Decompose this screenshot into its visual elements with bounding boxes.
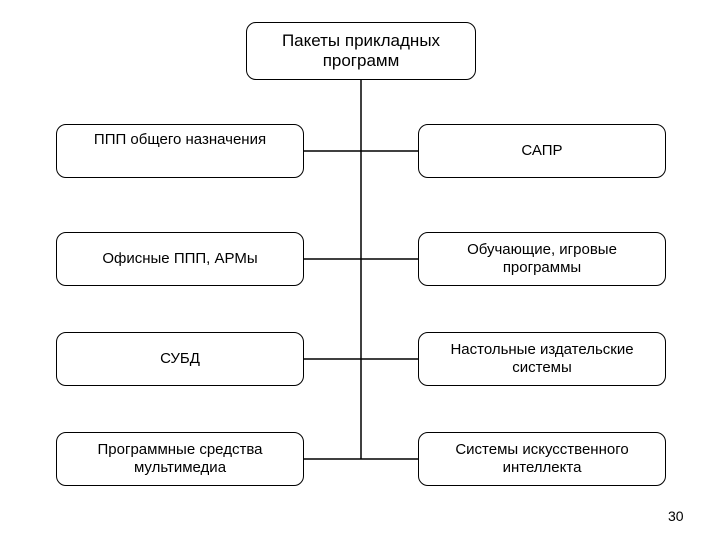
- child-node-right-0: САПР: [418, 124, 666, 178]
- child-node-left-3: Программные средства мультимедиа: [56, 432, 304, 486]
- root-node: Пакеты прикладных программ: [246, 22, 476, 80]
- child-node-left-2: СУБД: [56, 332, 304, 386]
- child-node-right-1: Обучающие, игровые программы: [418, 232, 666, 286]
- child-node-right-2: Настольные издательские системы: [418, 332, 666, 386]
- child-node-left-1: Офисные ППП, АРМы: [56, 232, 304, 286]
- child-node-right-3: Системы искусственного интеллекта: [418, 432, 666, 486]
- child-node-left-0: ППП общего назначения: [56, 124, 304, 178]
- page-number: 30: [668, 508, 684, 524]
